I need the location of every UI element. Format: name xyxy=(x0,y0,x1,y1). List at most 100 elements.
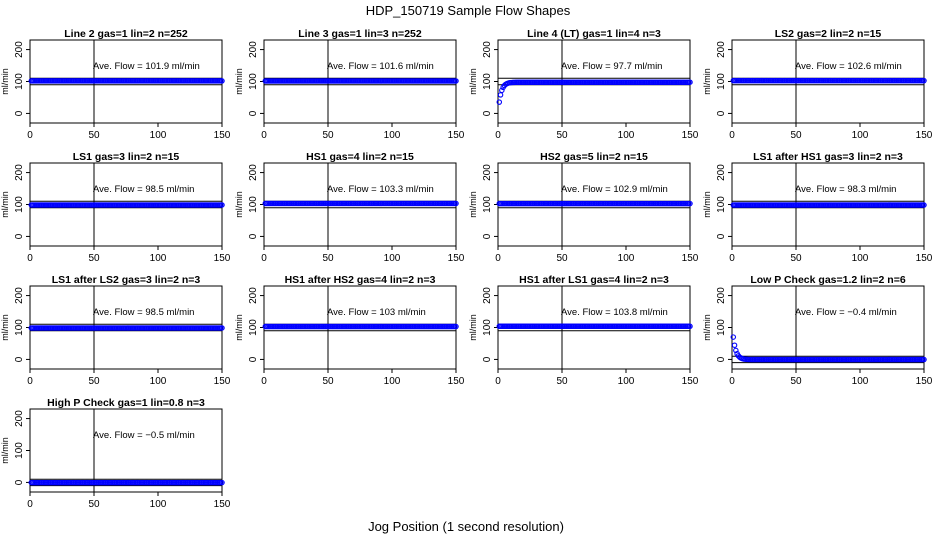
panel-8: LS1 after HS1 gas=3 lin=2 n=3 0 50 100 150 0 1… xyxy=(702,151,933,264)
y-tick-label: 0 xyxy=(716,233,727,239)
x-tick-label: 100 xyxy=(852,376,869,387)
x-tick-label: 0 xyxy=(261,253,267,264)
panel-7: HS2 gas=5 lin=2 n=15 0 50 100 150 0 100 200 ml/m… xyxy=(468,151,699,264)
average-flow-annotation: Ave. Flow = 102.9 ml/min xyxy=(561,184,668,195)
data-point xyxy=(219,479,225,486)
x-tick-label: 50 xyxy=(790,253,802,264)
data-points xyxy=(262,323,459,330)
x-tick-label: 50 xyxy=(88,376,100,387)
data-point xyxy=(219,325,225,331)
data-point xyxy=(921,77,927,84)
panel-title: HS1 after HS2 gas=4 lin=2 n=3 xyxy=(285,274,436,286)
panel-13: High P Check gas=1 lin=0.8 n=3 0 50 100 150 0… xyxy=(0,397,231,510)
y-tick-label: 200 xyxy=(482,287,493,304)
average-flow-annotation: Ave. Flow = 103.3 ml/min xyxy=(327,184,434,195)
y-tick-label: 200 xyxy=(14,164,25,181)
y-tick-label: 0 xyxy=(716,110,727,116)
x-tick-label: 100 xyxy=(618,376,635,387)
y-tick-label: 100 xyxy=(14,73,25,90)
x-tick-label: 50 xyxy=(790,130,802,141)
y-tick-label: 100 xyxy=(248,73,259,90)
y-axis-label: ml/min xyxy=(468,314,478,341)
panel-title: HS1 after LS1 gas=4 lin=2 n=3 xyxy=(519,274,669,286)
data-points xyxy=(496,79,693,105)
data-points xyxy=(730,77,927,84)
x-tick-label: 0 xyxy=(729,130,735,141)
y-tick-label: 200 xyxy=(716,164,727,181)
x-tick-label: 100 xyxy=(852,253,869,264)
average-flow-annotation: Ave. Flow = 98.5 ml/min xyxy=(93,184,194,195)
y-tick-label: 100 xyxy=(716,73,727,90)
x-tick-label: 150 xyxy=(448,253,465,264)
x-tick-label: 100 xyxy=(384,130,401,141)
data-point xyxy=(687,79,693,85)
y-tick-label: 200 xyxy=(716,287,727,304)
x-tick-label: 100 xyxy=(150,130,167,141)
x-tick-label: 150 xyxy=(448,130,465,141)
y-tick-label: 0 xyxy=(14,356,25,362)
panel-title: LS2 gas=2 lin=2 n=15 xyxy=(775,28,882,40)
y-tick-label: 100 xyxy=(14,196,25,213)
x-tick-label: 0 xyxy=(261,376,267,387)
data-point xyxy=(499,87,505,94)
data-points xyxy=(28,325,225,331)
data-points xyxy=(496,323,693,330)
y-tick-label: 200 xyxy=(14,41,25,58)
x-tick-label: 50 xyxy=(88,499,100,510)
panel-5: LS1 gas=3 lin=2 n=15 0 50 100 150 0 100 200 ml/m… xyxy=(0,151,231,264)
data-points xyxy=(28,479,225,486)
y-axis-label: ml/min xyxy=(0,191,10,218)
y-axis-label: ml/min xyxy=(0,437,10,464)
x-tick-label: 150 xyxy=(214,130,231,141)
y-tick-label: 200 xyxy=(248,287,259,304)
data-point xyxy=(453,200,459,207)
average-flow-annotation: Ave. Flow = 101.9 ml/min xyxy=(93,61,200,72)
data-points xyxy=(730,202,927,208)
data-points xyxy=(28,202,225,208)
panel-12: Low P Check gas=1.2 lin=2 n=6 0 50 100 150 0 1… xyxy=(702,274,933,387)
panel-title: HS2 gas=5 lin=2 n=15 xyxy=(540,151,648,163)
y-tick-label: 0 xyxy=(248,233,259,239)
panel-11: HS1 after LS1 gas=4 lin=2 n=3 0 50 100 150 0 1… xyxy=(468,274,699,387)
data-point xyxy=(496,99,503,105)
data-points xyxy=(496,200,693,207)
panel-4: LS2 gas=2 lin=2 n=15 0 50 100 150 0 100 200 ml/m… xyxy=(702,28,933,141)
average-flow-annotation: Ave. Flow = 98.5 ml/min xyxy=(93,307,194,318)
average-flow-annotation: Ave. Flow = −0.4 ml/min xyxy=(795,307,897,318)
y-axis-label: ml/min xyxy=(702,191,712,218)
data-point xyxy=(453,78,459,84)
y-axis-label: ml/min xyxy=(468,68,478,95)
panel-title: HS1 gas=4 lin=2 n=15 xyxy=(306,151,414,163)
panel-9: LS1 after LS2 gas=3 lin=2 n=3 0 50 100 150 0 1… xyxy=(0,274,231,387)
y-tick-label: 100 xyxy=(248,196,259,213)
figure-x-axis-label: Jog Position (1 second resolution) xyxy=(368,519,564,534)
x-tick-label: 0 xyxy=(495,253,501,264)
panel-title: High P Check gas=1 lin=0.8 n=3 xyxy=(47,397,205,409)
y-axis-label: ml/min xyxy=(234,68,244,95)
data-point xyxy=(733,347,739,354)
data-point xyxy=(921,202,927,208)
panel-title: LS1 after LS2 gas=3 lin=2 n=3 xyxy=(52,274,201,286)
x-tick-label: 50 xyxy=(556,130,568,141)
data-point xyxy=(687,323,693,330)
x-tick-label: 150 xyxy=(916,253,933,264)
data-points xyxy=(730,334,927,363)
x-tick-label: 50 xyxy=(556,376,568,387)
data-point xyxy=(687,200,693,207)
x-tick-label: 150 xyxy=(214,499,231,510)
x-tick-label: 0 xyxy=(495,376,501,387)
x-tick-label: 50 xyxy=(322,376,334,387)
average-flow-annotation: Ave. Flow = 103 ml/min xyxy=(327,307,426,318)
x-tick-label: 150 xyxy=(448,376,465,387)
data-point xyxy=(497,92,504,98)
average-flow-annotation: Ave. Flow = 98.3 ml/min xyxy=(795,184,896,195)
y-tick-label: 200 xyxy=(248,164,259,181)
x-tick-label: 150 xyxy=(916,376,933,387)
x-tick-label: 100 xyxy=(384,253,401,264)
y-tick-label: 0 xyxy=(14,110,25,116)
average-flow-annotation: Ave. Flow = 101.6 ml/min xyxy=(327,61,434,72)
y-tick-label: 0 xyxy=(482,233,493,239)
x-tick-label: 50 xyxy=(88,130,100,141)
y-tick-label: 100 xyxy=(482,319,493,336)
